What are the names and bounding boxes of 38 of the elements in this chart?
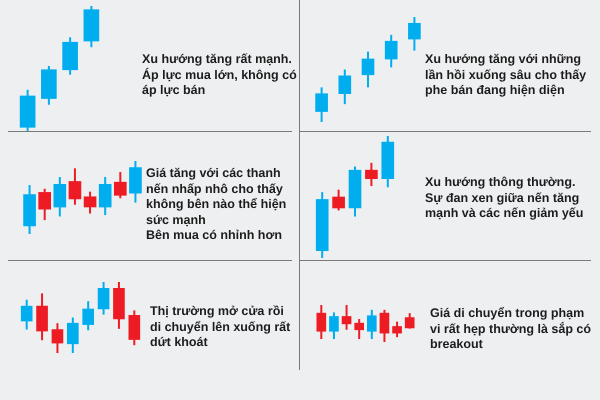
candlestick	[354, 318, 364, 340]
candlestick	[315, 86, 328, 123]
candlestick	[129, 160, 142, 204]
candlestick	[82, 300, 94, 332]
candlestick	[365, 162, 378, 188]
candlestick	[362, 50, 374, 88]
candlestick	[316, 191, 329, 259]
candlestick	[338, 68, 352, 106]
text: Giá tăng với các thanh nến nhấp nhô cho thấy không bên nào thể hiện sức mạnh	[146, 166, 288, 228]
candlestick	[84, 5, 100, 48]
text: Xu hướng tăng rất mạnh.	[142, 52, 293, 68]
candlestick	[68, 167, 82, 206]
candlestick	[366, 308, 377, 340]
candlestick	[62, 36, 78, 76]
candlestick	[52, 322, 64, 354]
annotation: Xu hướng tăng với những lần hồi xuống sâu cho thấy phe bán đang hiện diện	[425, 52, 588, 98]
candlestick	[98, 176, 112, 216]
candlestick	[20, 298, 33, 331]
candlestick	[348, 166, 362, 218]
candlestick	[384, 34, 398, 68]
text: Giá di chuyển trong phạm vi rất hẹp thường là sắp có breakout	[430, 306, 592, 352]
candlestick	[408, 16, 421, 52]
candlestick	[113, 281, 125, 330]
text: Xu hướng thông thường.	[425, 175, 576, 190]
candlestick	[23, 184, 36, 235]
text: Thị trường mở cửa rồi di chuyển lên xuống rất dứt khoát	[150, 304, 292, 350]
text: Sự đan xen giữa nến tăng mạnh và các nến giảm yếu	[425, 190, 584, 222]
candlestick	[38, 188, 52, 222]
candlestick	[381, 135, 394, 188]
candlestick	[36, 292, 48, 342]
candlestick	[342, 304, 352, 331]
candlestick	[316, 304, 326, 340]
candlestick	[84, 190, 96, 215]
text: Áp lực mua lớn, không có áp lực bán	[142, 68, 298, 98]
candlestick	[41, 65, 57, 106]
text: Bên mua có nhỉnh hơn	[146, 228, 283, 244]
candlestick	[53, 176, 66, 218]
candlestick	[66, 316, 79, 354]
